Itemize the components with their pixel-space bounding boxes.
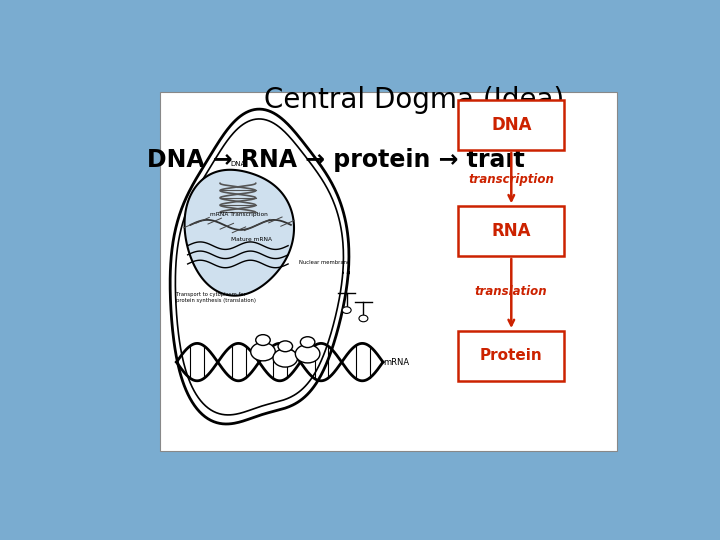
Text: Mature mRNA: Mature mRNA [231,238,272,242]
Circle shape [359,315,368,322]
Circle shape [342,307,351,313]
Text: mRNA: mRNA [383,357,409,367]
Text: Central Dogma (Idea): Central Dogma (Idea) [264,86,564,114]
FancyBboxPatch shape [459,206,564,256]
Polygon shape [184,170,294,295]
Text: Nuclear membrane: Nuclear membrane [300,260,351,265]
Circle shape [300,337,315,348]
Circle shape [256,335,270,346]
Text: DNA → RNA → protein → trait: DNA → RNA → protein → trait [147,148,524,172]
Circle shape [251,342,275,361]
Text: Transport to cytoplasm for
protein synthesis (translation): Transport to cytoplasm for protein synth… [176,292,256,303]
Text: DNA: DNA [491,116,531,134]
Circle shape [273,349,297,367]
Circle shape [278,341,292,352]
FancyBboxPatch shape [160,92,617,451]
Text: transcription: transcription [468,173,554,186]
Text: Protein: Protein [480,348,543,363]
FancyBboxPatch shape [459,100,564,150]
Text: RNA: RNA [492,222,531,240]
FancyBboxPatch shape [459,331,564,381]
Text: DNA: DNA [230,161,246,167]
Circle shape [295,345,320,363]
Text: mRNA Transcription: mRNA Transcription [210,212,268,217]
Text: translation: translation [475,285,548,298]
